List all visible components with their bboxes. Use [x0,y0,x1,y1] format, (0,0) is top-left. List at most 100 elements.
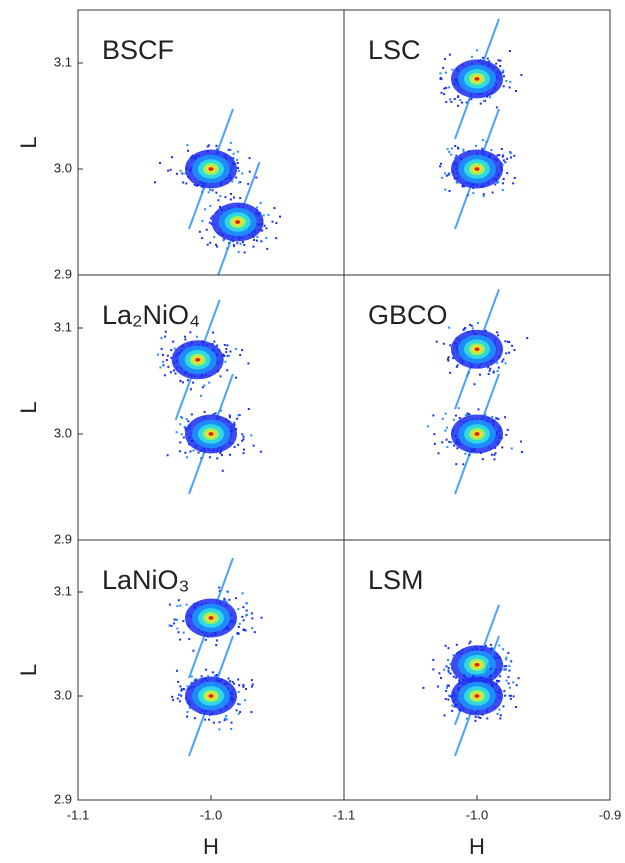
intensity-dot [216,245,219,248]
intensity-dot [504,362,507,365]
intensity-dot [456,364,459,367]
intensity-dot [172,698,175,701]
intensity-dot [487,366,490,369]
intensity-dot [214,243,217,246]
intensity-dot [508,669,511,672]
intensity-dot [481,147,484,150]
intensity-dot [496,331,499,334]
intensity-dot [221,469,224,472]
intensity-dot [180,694,183,697]
intensity-dot [501,188,504,191]
intensity-dot [265,227,268,230]
intensity-dot [177,631,180,634]
intensity-dot [187,149,190,152]
intensity-dot [181,381,184,384]
intensity-dot [203,410,206,413]
intensity-dot [174,372,177,375]
intensity-dot [452,675,455,678]
intensity-dot [484,413,487,416]
intensity-dot [439,76,442,79]
intensity-dot [201,386,204,389]
intensity-dot [239,242,242,245]
intensity-dot [167,169,170,172]
intensity-dot [230,721,233,724]
intensity-dot [501,360,504,363]
intensity-dot [508,341,511,344]
intensity-dot [236,417,239,420]
intensity-dot [515,684,518,687]
intensity-dot [244,699,247,702]
intensity-dot [222,600,225,603]
intensity-dot [207,144,210,147]
peak [451,329,503,369]
intensity-dot [226,354,229,357]
intensity-dot [441,441,444,444]
intensity-dot [493,458,496,461]
intensity-dot [513,177,516,180]
intensity-dot [510,447,513,450]
y-tick-label: 3.1 [54,319,72,334]
intensity-dot [255,176,258,179]
intensity-dot [162,364,165,367]
intensity-dot [446,686,449,689]
intensity-dot [499,675,502,678]
intensity-dot [481,458,484,461]
intensity-dot [498,644,501,647]
intensity-dot [502,69,505,72]
intensity-dot [508,351,511,354]
intensity-dot [505,668,508,671]
intensity-dot [245,614,248,617]
intensity-dot [447,671,450,674]
intensity-dot [251,627,254,630]
intensity-dot [231,180,234,183]
intensity-dot [499,717,502,720]
intensity-dot [179,379,182,382]
intensity-dot [445,174,448,177]
intensity-dot [497,418,500,421]
intensity-dot [181,172,184,175]
intensity-dot [223,238,226,241]
intensity-dot [206,145,209,148]
y-axis-label: L [16,401,41,413]
intensity-dot [474,715,477,718]
intensity-dot [497,180,500,183]
intensity-dot [252,245,255,248]
intensity-dot [458,679,461,682]
intensity-dot [440,91,443,94]
intensity-dot [179,169,182,172]
intensity-dot [235,176,238,179]
intensity-dot [205,668,208,671]
intensity-dot [470,55,473,58]
intensity-dot [241,241,244,244]
intensity-dot [448,694,451,697]
intensity-dot [209,241,212,244]
intensity-dot [504,658,507,661]
intensity-dot [165,359,168,362]
intensity-dot [479,102,482,105]
intensity-dot [482,99,485,102]
intensity-dot [508,86,511,89]
peak-level [474,77,480,81]
intensity-dot [214,674,217,677]
intensity-dot [186,711,189,714]
y-tick-label: 2.9 [54,266,72,281]
intensity-dot [160,347,163,350]
intensity-dot [466,414,469,417]
intensity-dot [169,371,172,374]
intensity-dot [236,162,239,165]
intensity-dot [448,98,451,101]
intensity-dot [153,181,156,184]
intensity-dot [218,728,221,731]
intensity-dot [190,681,193,684]
intensity-dot [233,245,236,248]
intensity-dot [260,616,263,619]
intensity-dot [474,719,477,722]
intensity-dot [447,659,450,662]
intensity-dot [170,156,173,159]
intensity-dot [250,612,253,615]
intensity-dot [488,96,491,99]
intensity-dot [501,446,504,449]
intensity-dot [182,631,185,634]
intensity-dot [499,714,502,717]
